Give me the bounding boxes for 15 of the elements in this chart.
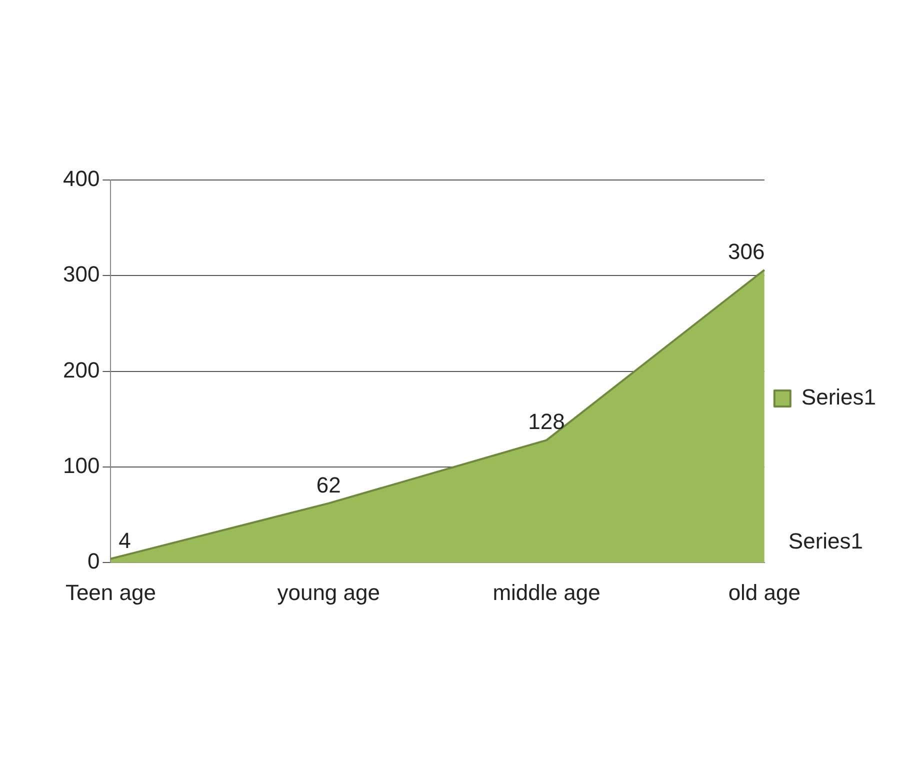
x-tick-label: middle age	[492, 580, 600, 605]
y-tick-label: 400	[62, 166, 100, 192]
y-tick-label: 0	[87, 548, 100, 574]
y-tick-label: 300	[62, 262, 100, 287]
text: Series1	[788, 528, 863, 554]
x-tick-label: young age	[277, 580, 380, 605]
data-label: 4	[118, 528, 131, 553]
y-tick-label: 200	[62, 357, 100, 382]
x-tick-label: old age	[728, 580, 800, 605]
data-label: 128	[528, 409, 565, 434]
data-label: 62	[316, 472, 341, 498]
legend-label: Series1	[801, 384, 876, 410]
y-tick-label: 100	[62, 453, 100, 478]
x-tick-label: Teen age	[65, 580, 156, 605]
data-label: 306	[728, 238, 765, 264]
